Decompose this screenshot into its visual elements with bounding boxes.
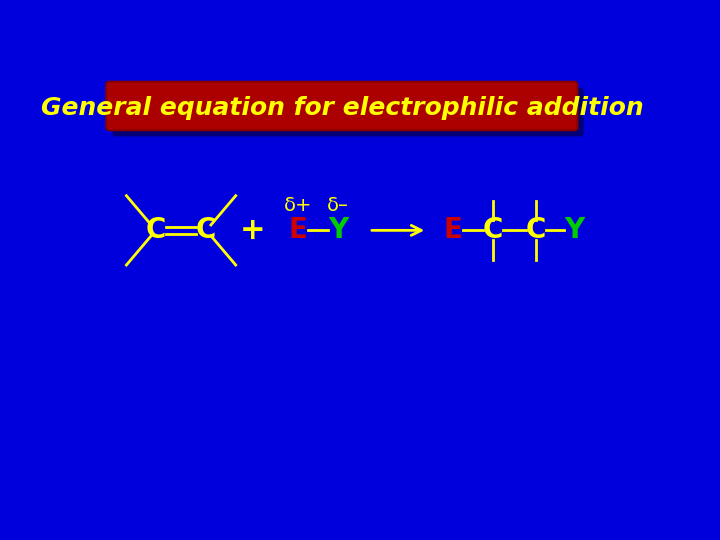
Text: C: C <box>483 217 503 244</box>
Text: Y: Y <box>564 217 585 244</box>
Text: General equation for electrophilic addition: General equation for electrophilic addit… <box>40 96 643 120</box>
Text: E: E <box>444 217 462 244</box>
Text: C: C <box>145 217 166 244</box>
Text: C: C <box>526 217 546 244</box>
FancyBboxPatch shape <box>107 82 577 130</box>
Text: C: C <box>196 217 217 244</box>
Text: δ+: δ+ <box>284 196 312 215</box>
Text: δ–: δ– <box>327 196 349 215</box>
Text: Y: Y <box>328 217 348 244</box>
Text: +: + <box>240 216 266 245</box>
FancyBboxPatch shape <box>112 88 584 137</box>
Text: E: E <box>288 217 307 244</box>
